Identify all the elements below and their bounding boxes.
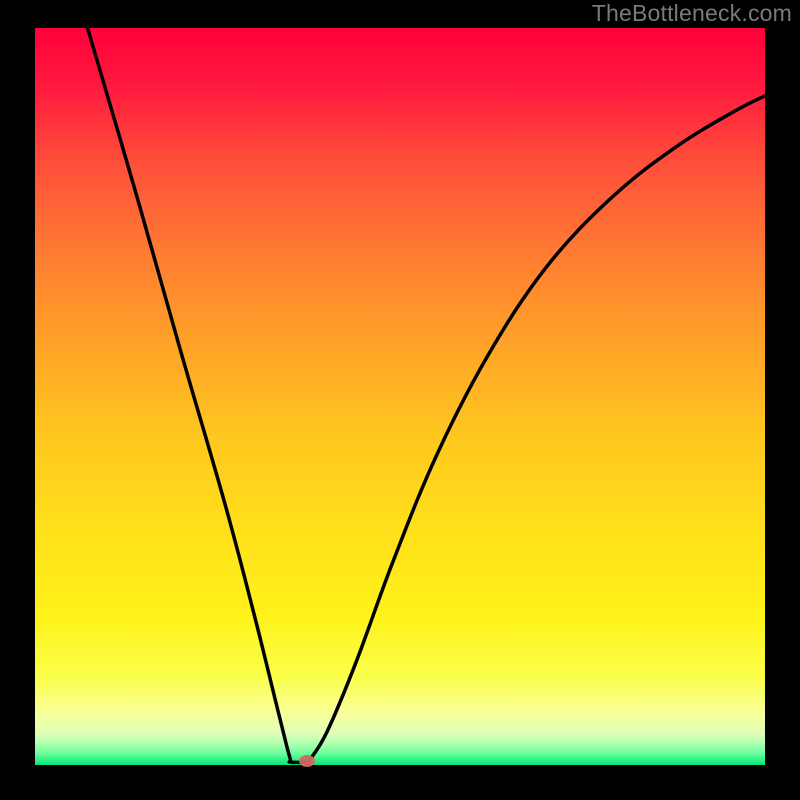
watermark-text: TheBottleneck.com — [592, 0, 792, 27]
bottleneck-curve — [35, 28, 765, 765]
chart-container: TheBottleneck.com — [0, 0, 800, 800]
optimum-marker — [299, 755, 315, 767]
